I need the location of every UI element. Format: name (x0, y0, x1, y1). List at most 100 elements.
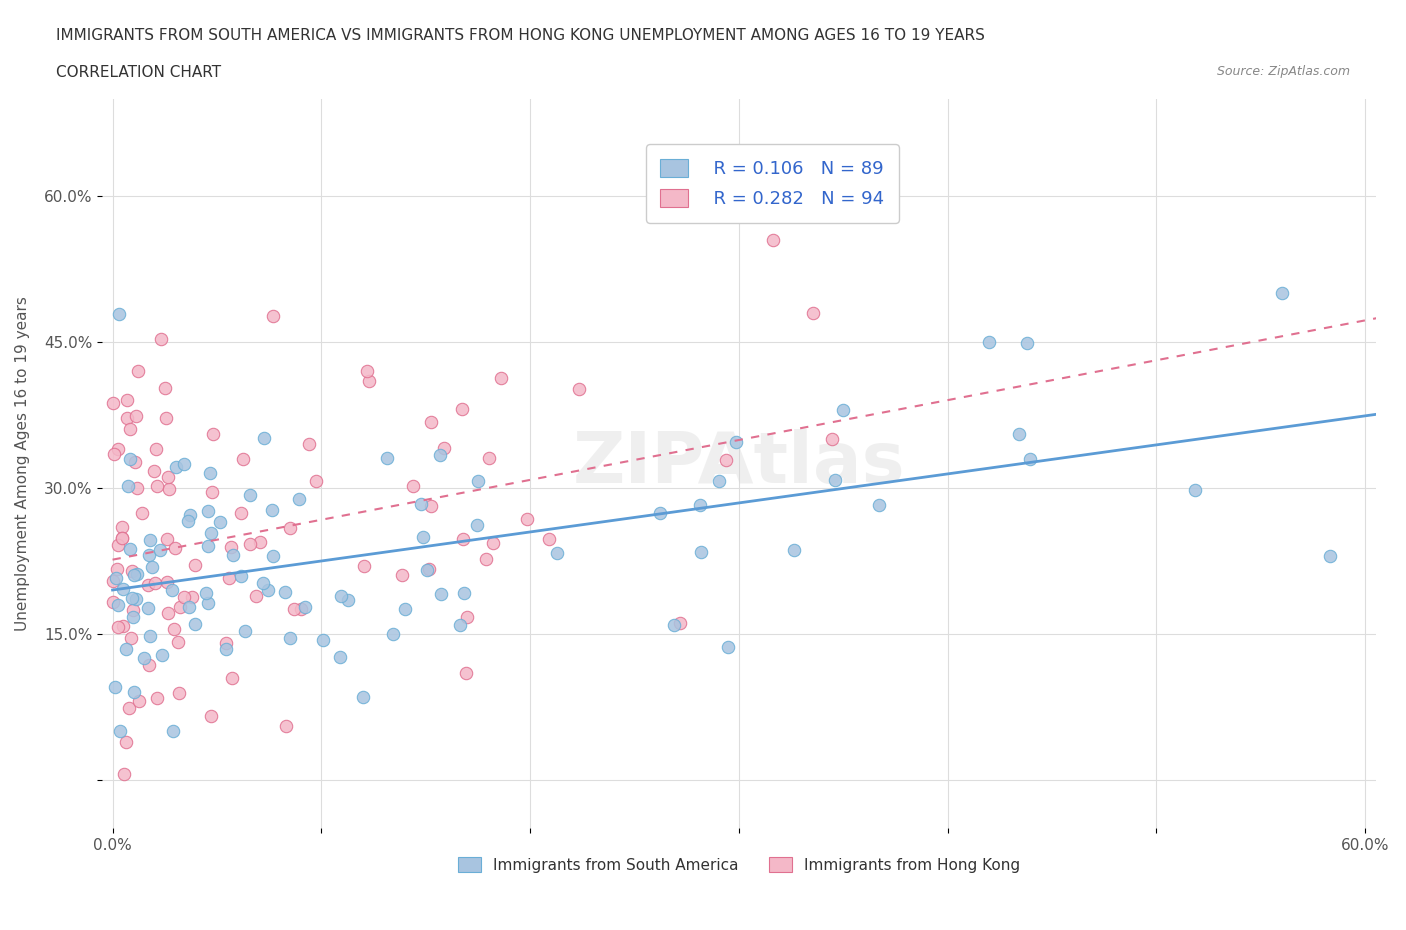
Point (156, 575, 179, 590)
Point (141, 559, 163, 574)
Point (381, 626, 404, 641)
Point (801, 306, 824, 321)
Point (218, 571, 240, 586)
Point (139, 629, 162, 644)
Point (402, 479, 425, 494)
Point (201, 427, 224, 442)
Point (249, 535, 271, 550)
Point (453, 586, 475, 601)
Point (125, 481, 148, 496)
Point (419, 415, 441, 430)
Point (177, 513, 200, 528)
Point (153, 381, 176, 396)
Point (200, 525, 222, 540)
Point (120, 542, 142, 557)
Point (118, 421, 141, 436)
Point (105, 570, 128, 585)
Point (359, 373, 381, 388)
Point (412, 530, 434, 545)
Point (111, 530, 134, 545)
Point (1319, 549, 1341, 564)
Point (1015, 335, 1038, 350)
Point (121, 564, 143, 578)
Point (418, 562, 440, 577)
Point (717, 640, 740, 655)
Point (278, 631, 301, 645)
Point (257, 583, 280, 598)
Point (783, 542, 806, 557)
Point (467, 473, 489, 488)
Point (166, 635, 188, 650)
Point (714, 453, 737, 468)
Point (231, 505, 253, 520)
Point (184, 617, 207, 631)
Point (215, 635, 238, 650)
Point (482, 536, 505, 551)
Point (489, 370, 512, 385)
Point (104, 679, 127, 694)
Point (456, 665, 478, 680)
Point (662, 618, 685, 632)
Point (668, 615, 690, 630)
Point (107, 306, 129, 321)
Point (125, 409, 148, 424)
Point (103, 595, 125, 610)
Text: ZIPAtlas: ZIPAtlas (572, 429, 905, 498)
Point (648, 506, 671, 521)
Point (298, 436, 321, 451)
Point (394, 602, 416, 617)
Point (456, 610, 478, 625)
Point (145, 442, 167, 457)
Point (375, 450, 398, 465)
Point (197, 503, 219, 518)
Point (197, 538, 219, 553)
Point (136, 578, 159, 592)
Point (122, 609, 145, 624)
Point (111, 530, 134, 545)
Point (1018, 451, 1040, 466)
Text: IMMIGRANTS FROM SOUTH AMERICA VS IMMIGRANTS FROM HONG KONG UNEMPLOYMENT AMONG AG: IMMIGRANTS FROM SOUTH AMERICA VS IMMIGRA… (56, 28, 986, 43)
Point (391, 567, 413, 582)
Point (131, 505, 153, 520)
Point (184, 558, 207, 573)
Point (274, 585, 297, 600)
Point (179, 508, 201, 523)
Point (474, 551, 496, 566)
Point (1271, 286, 1294, 300)
Point (537, 531, 560, 546)
Point (101, 574, 124, 589)
Point (356, 364, 378, 379)
Point (124, 454, 146, 469)
Point (139, 532, 162, 547)
Point (107, 442, 129, 457)
Point (478, 451, 501, 466)
Point (120, 452, 142, 467)
Point (143, 576, 166, 591)
Point (128, 694, 150, 709)
Point (305, 473, 328, 488)
Point (239, 537, 262, 551)
Point (115, 642, 138, 657)
Point (868, 498, 890, 512)
Point (432, 440, 454, 455)
Point (222, 548, 245, 563)
Point (215, 642, 238, 657)
Point (145, 479, 167, 494)
Point (568, 381, 591, 396)
Point (824, 472, 846, 487)
Point (209, 514, 232, 529)
Point (115, 410, 138, 425)
Point (169, 685, 191, 700)
Point (451, 402, 474, 417)
Point (419, 498, 441, 513)
Point (122, 567, 145, 582)
Point (122, 603, 145, 618)
Point (156, 605, 179, 620)
Point (311, 632, 333, 647)
Point (546, 545, 568, 560)
Point (262, 503, 284, 518)
Point (132, 651, 155, 666)
Point (157, 470, 180, 485)
Y-axis label: Unemployment Among Ages 16 to 19 years: Unemployment Among Ages 16 to 19 years (15, 296, 30, 631)
Point (709, 473, 731, 488)
